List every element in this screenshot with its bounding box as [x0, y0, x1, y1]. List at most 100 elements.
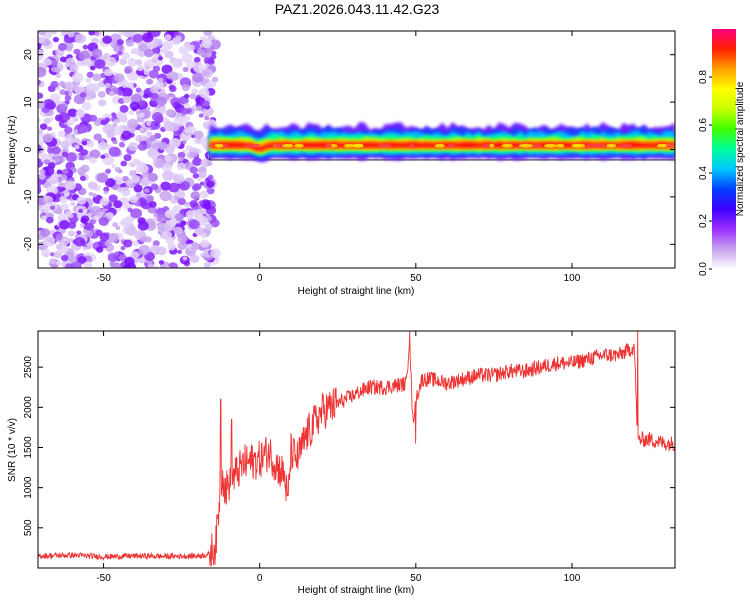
colorbar-gradient: [712, 29, 736, 269]
noise-blob: [38, 92, 44, 99]
noise-blob: [193, 130, 204, 140]
ridge-highlight: [488, 143, 495, 148]
noise-blob: [193, 183, 202, 191]
noise-blob: [176, 162, 186, 171]
noise-blob: [139, 127, 144, 132]
noise-blob: [98, 99, 107, 107]
noise-blob: [42, 58, 52, 66]
colorbar-tick-label: 0.8: [698, 70, 709, 84]
noise-blob: [39, 123, 48, 130]
noise-blob: [158, 260, 165, 265]
noise-blob: [87, 245, 92, 250]
noise-blob: [187, 44, 195, 52]
colorbar-label: Normalized spectral amplitude: [735, 81, 746, 216]
noise-blob: [125, 225, 137, 236]
noise-blob: [198, 113, 204, 118]
noise-blob: [82, 44, 89, 50]
noise-blob: [201, 38, 213, 49]
noise-blob: [177, 249, 183, 254]
noise-blob: [85, 77, 92, 83]
noise-blob: [96, 172, 108, 183]
noise-blob: [191, 88, 199, 95]
noise-blob: [178, 45, 190, 55]
noise-blob: [112, 222, 118, 228]
noise-blob: [85, 140, 95, 148]
noise-blob: [146, 131, 153, 137]
noise-blob: [182, 256, 188, 261]
noise-blob: [83, 58, 93, 67]
noise-blob: [153, 212, 158, 217]
noise-blob: [165, 108, 176, 118]
noise-blob: [192, 173, 199, 179]
ridge-highlight: [555, 143, 565, 148]
noise-blob: [144, 188, 150, 193]
noise-blob: [178, 180, 191, 191]
ridge-highlight: [664, 143, 675, 148]
noise-blob: [120, 186, 131, 196]
noise-blob: [179, 77, 192, 88]
noise-blob: [70, 201, 76, 207]
noise-blob: [138, 112, 145, 118]
noise-blob: [206, 119, 217, 129]
noise-blob: [97, 141, 108, 151]
noise-blob: [92, 193, 98, 198]
snr-y-label: SNR (10 * v/v): [7, 418, 18, 482]
spectrogram-x-axis: -50 0 50 100: [96, 31, 581, 284]
noise-blob: [112, 125, 124, 136]
noise-blob: [202, 100, 210, 107]
noise-blob: [104, 117, 111, 123]
noise-blob: [109, 261, 115, 267]
noise-blob: [67, 237, 74, 243]
noise-blob: [199, 239, 210, 248]
ridge-highlight: [434, 143, 445, 148]
noise-blob: [49, 258, 57, 265]
ridge-highlight: [275, 143, 284, 148]
colorbar-tick-label: 0.2: [698, 214, 709, 228]
noise-blob: [206, 187, 215, 195]
noise-blob: [39, 169, 46, 175]
noise-blob: [78, 50, 91, 61]
noise-blob: [43, 117, 51, 124]
noise-blob: [64, 126, 73, 134]
noise-blob: [150, 183, 159, 190]
noise-blob: [128, 110, 134, 115]
noise-blob: [116, 89, 124, 96]
noise-blob: [119, 58, 128, 66]
noise-blob: [105, 56, 117, 67]
ridge-highlight: [408, 143, 415, 148]
noise-blob: [97, 91, 106, 98]
noise-blob: [41, 248, 51, 257]
noise-blob: [89, 149, 101, 159]
x-tick-label: 100: [564, 273, 581, 284]
noise-blob: [89, 114, 98, 122]
noise-blob: [55, 73, 62, 79]
noise-blob: [165, 265, 171, 268]
noise-blob: [49, 205, 56, 210]
noise-blob: [65, 57, 75, 66]
ridge-highlight: [544, 143, 557, 148]
noise-blob: [107, 253, 119, 263]
noise-blob: [141, 171, 150, 178]
noise-blob: [88, 191, 94, 196]
noise-blob: [130, 251, 140, 259]
noise-blob: [124, 31, 133, 38]
noise-blob: [128, 170, 137, 177]
noise-blob: [127, 58, 138, 67]
noise-blob: [51, 31, 57, 35]
noise-blob: [166, 71, 179, 82]
noise-blob: [72, 72, 84, 83]
snr-background: [38, 331, 675, 568]
noise-blob: [59, 220, 70, 230]
noise-blob: [180, 220, 187, 226]
noise-blob: [182, 66, 189, 73]
noise-blob: [77, 123, 89, 134]
noise-blob: [64, 133, 74, 142]
noise-blob: [65, 152, 77, 163]
noise-blob: [119, 142, 126, 148]
noise-blob: [199, 190, 209, 199]
noise-blob: [85, 223, 95, 232]
noise-blob: [177, 234, 187, 244]
ridge-highlight: [214, 143, 224, 148]
noise-blob: [209, 39, 221, 50]
noise-blob: [113, 53, 120, 59]
